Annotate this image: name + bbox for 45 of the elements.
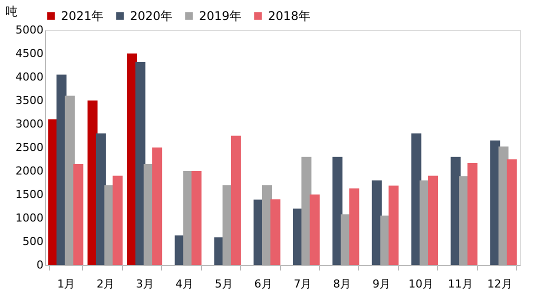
y-tick-label: 3000: [16, 118, 44, 130]
y-tick-label: 0: [36, 258, 44, 272]
x-tick-label: 11月: [448, 278, 473, 290]
bar: [96, 133, 106, 265]
y-tick-label: 2000: [16, 164, 44, 178]
y-tick-label: 1000: [16, 212, 44, 224]
legend-label: 2018年: [268, 9, 311, 23]
y-tick-label: 1500: [16, 188, 44, 201]
bar: [310, 194, 320, 265]
x-tick-label: 3月: [136, 278, 154, 290]
x-tick-label: 10月: [408, 278, 434, 290]
bar: [230, 136, 241, 265]
x-tick-label: 4月: [175, 278, 194, 290]
bar: [467, 163, 478, 265]
bar: [152, 148, 162, 265]
y-tick-label: 2500: [16, 141, 44, 154]
bar: [192, 171, 202, 265]
y-tick-label: 5000: [16, 24, 44, 36]
bar: [73, 164, 84, 265]
x-tick-label: 6月: [254, 278, 272, 290]
bar: [506, 159, 517, 265]
x-tick-label: 9月: [372, 278, 391, 290]
bar: [301, 156, 312, 265]
bar: [428, 176, 438, 265]
y-tick-label: 4000: [16, 70, 44, 84]
legend-label: 2021年: [61, 9, 104, 23]
y-tick-label: 3500: [16, 94, 44, 107]
x-tick-label: 5月: [214, 278, 233, 290]
bar: [349, 188, 360, 265]
x-tick-label: 1月: [57, 278, 76, 290]
y-tick-label: 4500: [16, 47, 44, 60]
bar: [388, 186, 399, 265]
y-tick-label: 500: [22, 235, 44, 248]
bar: [270, 199, 280, 265]
x-tick-label: 7月: [294, 278, 312, 290]
y-axis-title: 吨: [6, 4, 18, 18]
bar: [112, 176, 123, 265]
x-tick-label: 2月: [96, 278, 115, 290]
legend-label: 2020年: [130, 9, 173, 23]
bar: [332, 156, 342, 265]
bar: [135, 62, 146, 265]
bar: [64, 96, 75, 265]
x-tick-label: 12月: [487, 278, 512, 290]
legend-label: 2019年: [199, 9, 242, 23]
x-tick-label: 8月: [333, 278, 352, 290]
